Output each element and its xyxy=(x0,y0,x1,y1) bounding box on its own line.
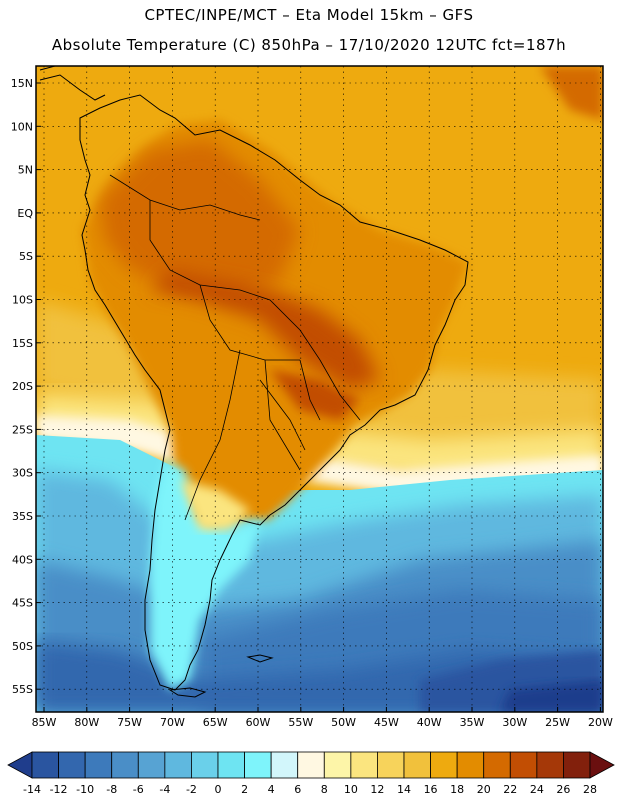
latitude-labels: 15N 10N 5N EQ 5S 10S 15S 20S 25S 30S 35S 40S 45S 50S 5… xyxy=(11,77,41,696)
longitude-label: 25W xyxy=(545,716,570,729)
south-america-coastline xyxy=(79,94,469,691)
latitude-label: 50S xyxy=(12,640,33,653)
longitude-label: 40W xyxy=(417,716,442,729)
colorbar-tick-label: 26 xyxy=(556,783,570,796)
colorbar-box xyxy=(563,751,591,779)
colorbar-tick-label: 18 xyxy=(450,783,464,796)
colorbar-tick-label: 2 xyxy=(241,783,248,796)
colorbar-tick-label: 24 xyxy=(530,783,544,796)
latitude-label: 55S xyxy=(12,683,33,696)
latitude-label: 10S xyxy=(12,294,33,307)
colorbar-box xyxy=(509,751,538,779)
tierra-del-fuego xyxy=(168,687,207,698)
longitude-label: 60W xyxy=(246,716,271,729)
latitude-label: 15S xyxy=(12,337,33,350)
falkland-islands xyxy=(246,654,274,663)
colorbar-tick-label: 22 xyxy=(503,783,517,796)
latitude-label: 5N xyxy=(18,164,33,177)
longitude-label: 75W xyxy=(117,716,142,729)
country-borders xyxy=(109,174,361,521)
latitude-label: 20S xyxy=(12,380,33,393)
longitude-label: 70W xyxy=(160,716,185,729)
colorbar-box xyxy=(111,751,139,779)
colorbar-box xyxy=(323,751,352,779)
colorbar-tick-labels: -14 -12 -10 -8 -6 -4 -2 0 2 4 6 8 10 12 14 16 18 20 22 24 26… xyxy=(23,783,597,796)
latitude-label: EQ xyxy=(17,207,33,220)
colorbar-box xyxy=(58,751,86,779)
colorbar-box xyxy=(403,751,431,779)
gridlines xyxy=(36,66,603,712)
coastline-borders xyxy=(39,66,469,698)
colorbar-tick-label: 20 xyxy=(477,783,491,796)
colorbar-box xyxy=(536,751,564,779)
temperature-field xyxy=(36,66,603,712)
colorbar-box xyxy=(430,751,458,779)
longitude-label: 65W xyxy=(203,716,228,729)
colorbar-under-triangle xyxy=(7,751,33,779)
map-frame xyxy=(35,65,604,713)
latitude-label: 35S xyxy=(12,510,33,523)
colorbar-box xyxy=(191,751,219,779)
colorbar-tick-label: 0 xyxy=(215,783,222,796)
colorbar-tick-label: 10 xyxy=(344,783,358,796)
colorbar-tick-label: 6 xyxy=(294,783,301,796)
colorbar-box xyxy=(31,751,59,779)
longitude-label: 85W xyxy=(32,716,57,729)
longitude-label: 45W xyxy=(374,716,399,729)
colorbar-over-triangle xyxy=(589,751,615,779)
colorbar-box xyxy=(456,751,485,779)
longitude-label: 20W xyxy=(588,716,613,729)
colorbar-tick-label: 4 xyxy=(268,783,275,796)
longitude-label: 80W xyxy=(74,716,99,729)
colorbar-box xyxy=(84,751,113,779)
colorbar-tick-label: 12 xyxy=(370,783,384,796)
colorbar-box xyxy=(217,751,245,779)
colorbar-box xyxy=(297,751,325,779)
colorbar-tick-label: 16 xyxy=(424,783,438,796)
longitude-label: 35W xyxy=(460,716,485,729)
colorbar xyxy=(7,751,615,779)
colorbar-tick-label: 8 xyxy=(321,783,328,796)
latitude-label: 40S xyxy=(12,553,33,566)
chart-title-model: CPTEC/INPE/MCT – Eta Model 15km – GFS xyxy=(144,6,474,24)
colorbar-box xyxy=(483,751,511,779)
colorbar-box xyxy=(350,751,378,779)
colorbar-box xyxy=(164,751,192,779)
latitude-label: 25S xyxy=(12,423,33,436)
colorbar-tick-label: 14 xyxy=(397,783,411,796)
colorbar-tick-label: -14 xyxy=(23,783,41,796)
colorbar-tick-label: -12 xyxy=(50,783,68,796)
colorbar-tick-label: -8 xyxy=(106,783,117,796)
longitude-labels: 85W 80W 75W 70W 65W 60W 55W 50W 45W 40W 35W 30W 25W 2… xyxy=(32,707,613,729)
chart-title-variable: Absolute Temperature (C) 850hPa – 17/10/… xyxy=(51,36,567,54)
colorbar-tick-label: -6 xyxy=(133,783,144,796)
colorbar-box xyxy=(137,751,166,779)
longitude-label: 50W xyxy=(331,716,356,729)
colorbar-tick-label: 28 xyxy=(583,783,597,796)
latitude-label: 5S xyxy=(19,250,33,263)
latitude-label: 30S xyxy=(12,467,33,480)
latitude-label: 45S xyxy=(12,597,33,610)
longitude-label: 55W xyxy=(288,716,313,729)
colorbar-tick-label: -10 xyxy=(76,783,94,796)
colorbar-box xyxy=(270,751,299,779)
colorbar-tick-label: -4 xyxy=(159,783,170,796)
colorbar-tick-label: -2 xyxy=(186,783,197,796)
longitude-label: 30W xyxy=(502,716,527,729)
latitude-label: 10N xyxy=(11,120,33,133)
latitude-label: 15N xyxy=(11,77,33,90)
colorbar-box xyxy=(244,751,272,779)
colorbar-box xyxy=(377,751,405,779)
